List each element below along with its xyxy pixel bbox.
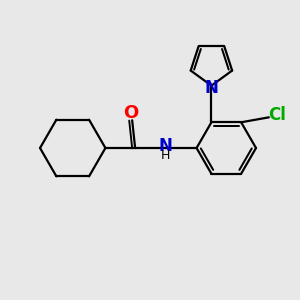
Text: Cl: Cl <box>268 106 286 124</box>
Text: H: H <box>161 149 170 162</box>
Text: O: O <box>124 104 139 122</box>
Text: N: N <box>159 137 173 155</box>
Text: N: N <box>205 79 218 97</box>
